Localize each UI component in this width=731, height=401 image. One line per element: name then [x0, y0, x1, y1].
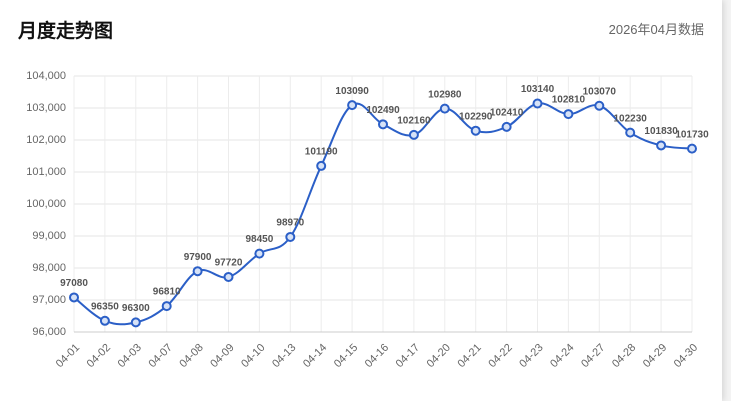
x-tick-label: 04-09 — [208, 342, 236, 370]
y-tick-label: 102,000 — [26, 134, 66, 146]
value-label: 102810 — [552, 95, 586, 106]
x-tick-label: 04-20 — [425, 342, 453, 370]
point — [316, 160, 327, 171]
point — [347, 100, 358, 111]
x-tick-label: 04-24 — [548, 342, 576, 370]
point — [625, 127, 636, 138]
point — [439, 103, 450, 114]
y-tick-label: 97,000 — [32, 294, 66, 306]
x-tick-label: 04-30 — [672, 342, 700, 370]
y-tick-label: 101,000 — [26, 166, 66, 178]
y-tick-label: 96,000 — [32, 326, 66, 338]
value-label: 103090 — [335, 86, 369, 97]
value-label: 102980 — [428, 89, 462, 100]
value-label: 102410 — [490, 108, 524, 119]
value-label: 101830 — [644, 126, 678, 137]
x-tick-label: 04-08 — [177, 342, 205, 370]
value-label: 102230 — [614, 113, 648, 124]
y-tick-label: 99,000 — [32, 230, 66, 242]
value-label: 96810 — [153, 287, 181, 298]
point — [563, 109, 574, 120]
x-tick-label: 04-21 — [455, 342, 483, 370]
point — [687, 143, 697, 154]
value-label: 97080 — [60, 278, 88, 289]
x-tick-label: 04-02 — [85, 342, 113, 370]
y-tick-label: 100,000 — [26, 198, 66, 210]
value-label: 97900 — [184, 252, 212, 263]
point — [223, 271, 234, 282]
value-label: 98970 — [276, 218, 304, 229]
point — [408, 129, 419, 140]
value-label: 101190 — [305, 147, 338, 158]
y-tick-label: 98,000 — [32, 262, 66, 274]
point — [254, 248, 265, 259]
point — [532, 98, 543, 109]
x-tick-label: 04-13 — [270, 342, 298, 370]
title: 月度走势图 — [18, 21, 114, 42]
subtitle: 2026年04月数据 — [608, 22, 704, 37]
value-label: 102160 — [397, 116, 431, 127]
x-tick-label: 04-29 — [641, 342, 669, 370]
value-label: 96300 — [122, 303, 150, 314]
value-label: 103140 — [521, 84, 555, 95]
x-tick-label: 04-03 — [116, 342, 144, 370]
point — [285, 231, 296, 242]
point — [501, 121, 512, 132]
x-tick-label: 04-16 — [363, 342, 391, 370]
x-tick-label: 04-10 — [239, 342, 267, 370]
y-tick-label: 104,000 — [26, 70, 66, 82]
x-tick-label: 04-15 — [332, 342, 360, 370]
x-tick-label: 04-23 — [517, 342, 545, 370]
x-tick-label: 04-07 — [146, 342, 174, 370]
point — [69, 292, 79, 303]
value-label: 101730 — [675, 129, 709, 140]
x-tick-label: 04-22 — [486, 342, 514, 370]
x-tick-label: 04-17 — [394, 342, 422, 370]
x-tick-label: 04-27 — [579, 342, 607, 370]
value-label: 96350 — [91, 301, 119, 312]
point — [378, 119, 388, 130]
y-tick-label: 103,000 — [26, 102, 66, 114]
x-tick-label: 04-01 — [54, 342, 82, 370]
value-label: 102490 — [366, 105, 400, 116]
x-tick-label: 04-14 — [301, 342, 329, 370]
value-label: 102290 — [459, 111, 493, 122]
value-label: 97720 — [215, 258, 243, 269]
point — [656, 140, 667, 151]
value-label: 98450 — [245, 234, 273, 245]
point — [99, 315, 110, 326]
point — [130, 317, 141, 328]
point — [594, 100, 605, 111]
point — [161, 301, 172, 312]
point — [192, 266, 203, 277]
x-tick-label: 04-28 — [610, 342, 638, 370]
value-label: 103070 — [583, 86, 617, 97]
point — [470, 125, 481, 136]
